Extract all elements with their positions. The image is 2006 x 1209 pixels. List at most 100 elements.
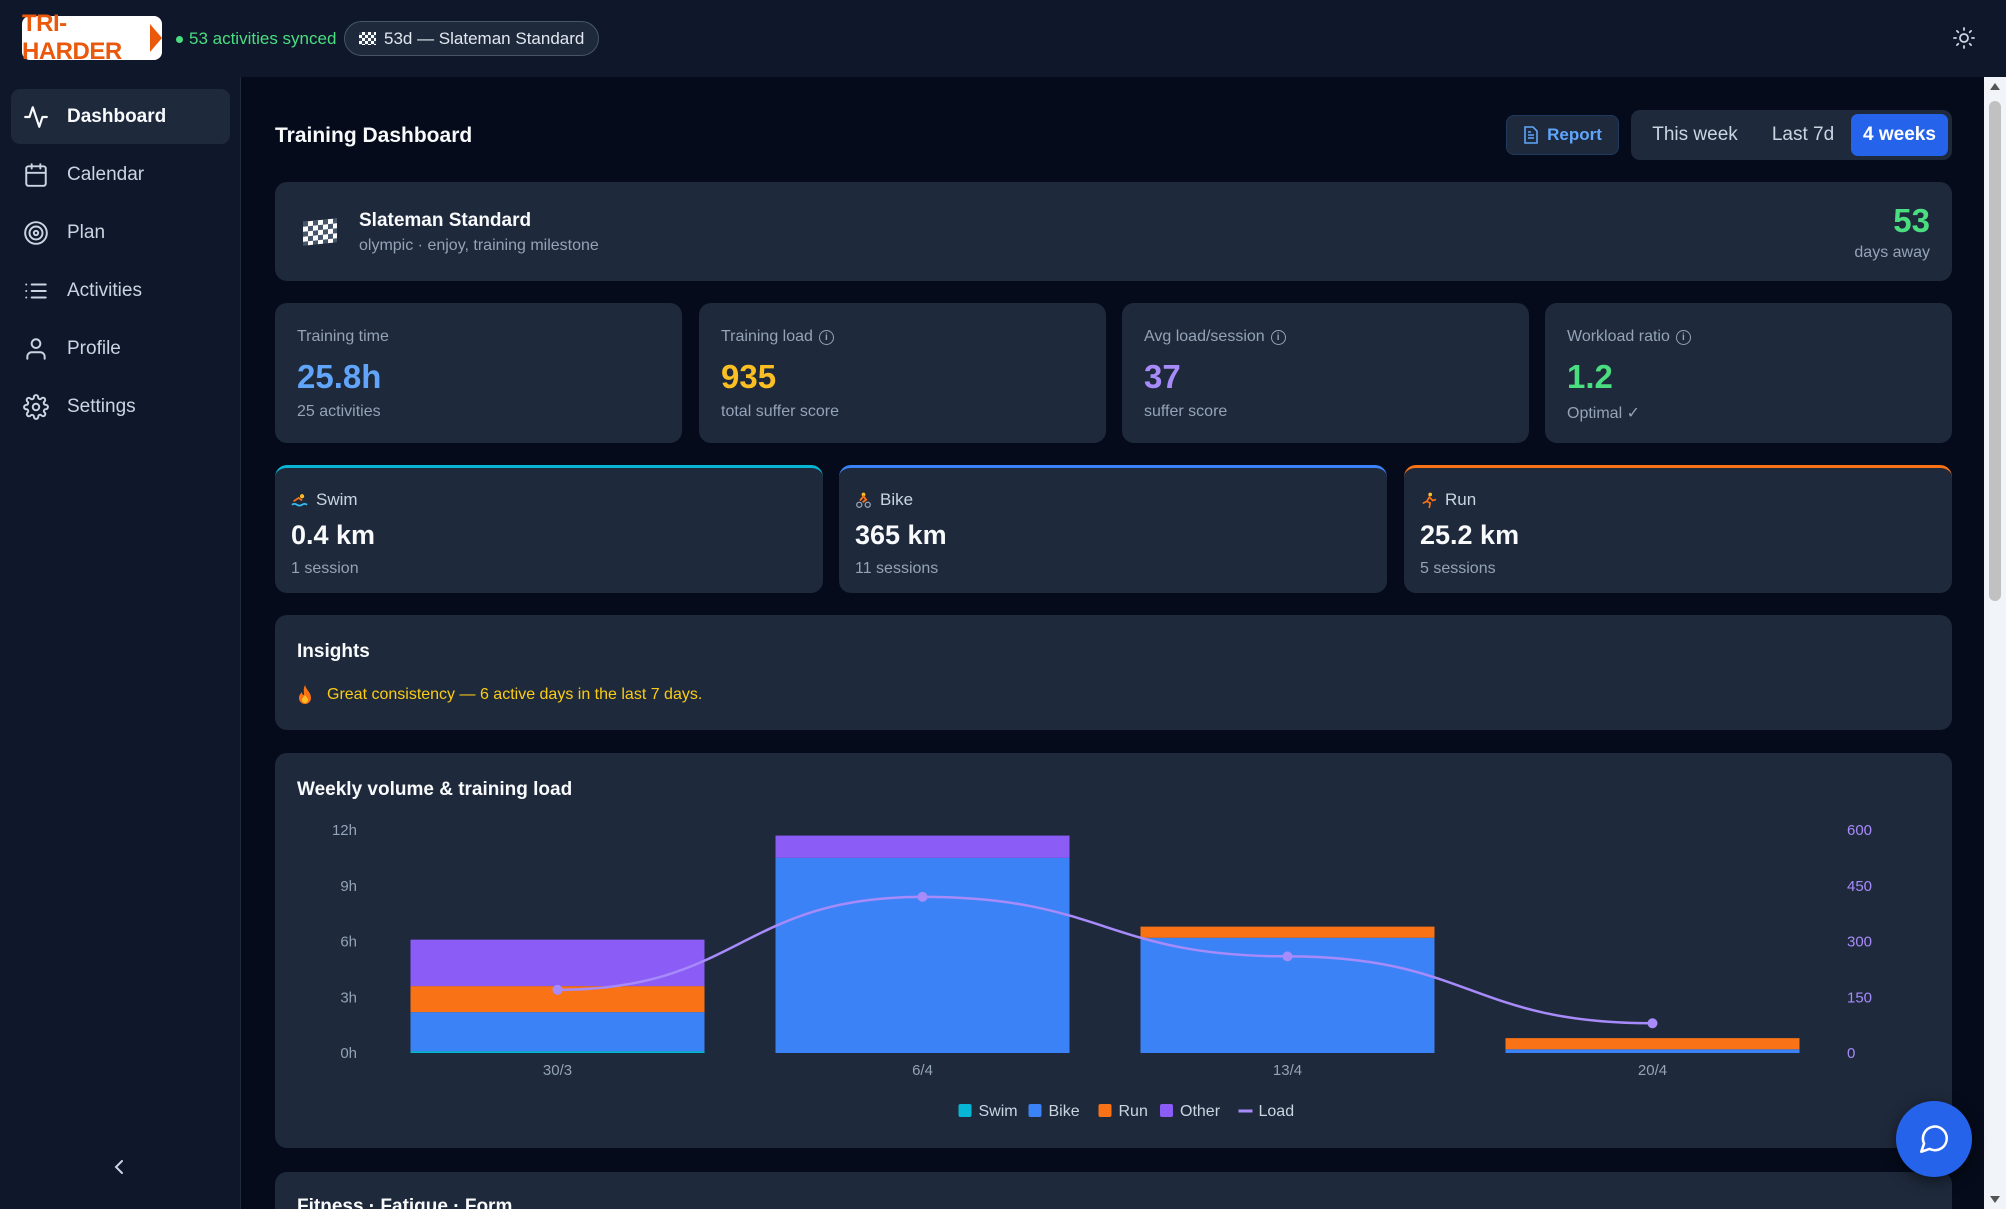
sun-icon[interactable]: [1952, 26, 1976, 50]
x-axis-tick: 30/3: [543, 1062, 572, 1079]
sidebar-item-label: Dashboard: [67, 105, 167, 127]
sidebar: Dashboard Calendar Plan Activities Profi…: [0, 77, 241, 1209]
stat-label-text: Training load: [721, 328, 813, 345]
document-icon: [1524, 126, 1538, 144]
sport-distance: 0.4 km: [291, 520, 376, 550]
fire-icon: [299, 685, 311, 704]
insights-card: Insights Great consistency — 6 active da…: [275, 615, 1952, 730]
chevron-left-icon[interactable]: [110, 1157, 130, 1177]
sport-label-text: Swim: [316, 490, 358, 509]
gear-icon: [23, 393, 49, 420]
info-icon[interactable]: i: [818, 329, 834, 345]
sport-card-run[interactable]: Run 25.2 km 5 sessions: [1404, 465, 1952, 593]
sidebar-item-settings[interactable]: Settings: [11, 379, 230, 434]
x-axis-tick: 6/4: [912, 1062, 933, 1079]
page-scrollbar[interactable]: [1984, 77, 2006, 1209]
legend-swatch: [1028, 1104, 1042, 1117]
stat-value: 1.2: [1567, 358, 1613, 395]
y-axis-right-tick: 600: [1847, 822, 1872, 839]
sidebar-item-label: Profile: [67, 337, 121, 359]
legend-label: Bike: [1049, 1103, 1080, 1120]
stat-label-text: Training time: [297, 328, 389, 345]
stat-label: Workload ratio i: [1567, 328, 1691, 346]
section-title: Fitness · Fatigue · Form: [297, 1196, 512, 1209]
scrollbar-thumb[interactable]: [1989, 101, 2001, 601]
sidebar-item-calendar[interactable]: Calendar: [11, 147, 230, 202]
bar-bike: [410, 1012, 705, 1052]
sport-label: Swim: [291, 490, 358, 510]
page-title: Training Dashboard: [275, 124, 473, 147]
sport-sessions: 11 sessions: [855, 560, 939, 577]
legend-swatch: [1098, 1104, 1112, 1117]
stat-value: 935: [721, 358, 777, 395]
stat-card-training-load: Training load i 935 total suffer score: [699, 303, 1106, 443]
stat-sub: Optimal ✓: [1567, 405, 1640, 422]
bar-other: [775, 835, 1070, 858]
days-away-label: days away: [1854, 244, 1930, 261]
race-card[interactable]: Slateman Standard olympic · enjoy, train…: [275, 182, 1952, 281]
y-axis-right-tick: 450: [1847, 878, 1872, 895]
bar-swim: [410, 1051, 705, 1053]
legend-label: Load: [1259, 1103, 1295, 1120]
stat-label: Avg load/session i: [1144, 328, 1286, 346]
x-axis-tick: 13/4: [1273, 1062, 1302, 1079]
stat-value: 25.8h: [297, 358, 382, 395]
sport-sessions: 5 sessions: [1420, 560, 1496, 577]
sidebar-item-label: Settings: [67, 395, 136, 417]
bar-run: [1140, 926, 1435, 938]
race-countdown-pill[interactable]: 53d — Slateman Standard: [344, 21, 600, 56]
sport-card-swim[interactable]: Swim 0.4 km 1 session: [275, 465, 823, 593]
line-point: [917, 891, 928, 902]
bar-run: [1505, 1038, 1800, 1050]
top-bar: TRI-HARDER 53 activities synced 53d — Sl…: [0, 0, 2006, 77]
info-icon[interactable]: i: [1675, 329, 1691, 345]
sync-dot-icon: [176, 35, 183, 43]
weekly-volume-chart-card: Weekly volume & training load 0h 3h 6h 9h 12…: [275, 753, 1952, 1148]
race-details: olympic · enjoy, training milestone: [359, 237, 599, 254]
list-icon: [25, 283, 47, 298]
insights-title: Insights: [297, 641, 370, 662]
sidebar-item-dashboard[interactable]: Dashboard: [11, 89, 230, 144]
chat-button[interactable]: [1896, 1101, 1972, 1177]
sport-label: Bike: [855, 490, 913, 510]
y-axis-right-tick: 150: [1847, 989, 1872, 1006]
scroll-up-arrow-icon[interactable]: [1990, 83, 2000, 90]
stat-value: 37: [1144, 358, 1181, 395]
line-load: [557, 895, 1653, 1025]
bar-other: [410, 939, 705, 987]
stat-card-avg-load: Avg load/session i 37 suffer score: [1122, 303, 1529, 443]
range-this-week[interactable]: This week: [1652, 124, 1738, 145]
info-icon[interactable]: i: [1270, 329, 1286, 345]
insight-item: Great consistency — 6 active days in the…: [297, 685, 702, 705]
sport-label-text: Bike: [880, 490, 914, 509]
scroll-down-arrow-icon[interactable]: [1990, 1196, 2000, 1203]
app-logo[interactable]: TRI-HARDER: [22, 10, 162, 65]
sidebar-item-plan[interactable]: Plan: [11, 205, 230, 260]
date-range-selector: This week Last 7d 4 weeks: [1631, 110, 1952, 160]
user-icon: [26, 337, 46, 360]
line-point: [1282, 951, 1293, 962]
y-axis-left-tick: 12h: [332, 822, 357, 839]
range-last-7d[interactable]: Last 7d: [1771, 124, 1835, 145]
stat-label: Training time: [297, 328, 389, 346]
y-axis-left-tick: 3h: [340, 989, 357, 1006]
sidebar-item-activities[interactable]: Activities: [11, 263, 230, 318]
insight-text: Great consistency — 6 active days in the…: [327, 686, 703, 703]
section-title-text: Fitness · Fatigue · Form: [297, 1196, 513, 1209]
swimmer-icon: [291, 493, 308, 506]
stat-sub: 25 activities: [297, 403, 381, 420]
report-button-label: Report: [1547, 125, 1602, 144]
report-button[interactable]: Report: [1506, 115, 1619, 155]
range-4-weeks[interactable]: 4 weeks: [1851, 114, 1948, 156]
sport-label-text: Run: [1445, 490, 1477, 509]
legend-label: Other: [1180, 1103, 1221, 1120]
weekly-volume-chart: 0h 3h 6h 9h 12h 0 150 300 450 600 30/3 6/4 13/4 20/4 S…: [332, 822, 1872, 1120]
sidebar-item-profile[interactable]: Profile: [11, 321, 230, 376]
checkered-flag-icon: [359, 32, 376, 45]
sport-card-bike[interactable]: Bike 365 km 11 sessions: [839, 465, 1387, 593]
sidebar-item-label: Activities: [67, 279, 142, 301]
cyclist-icon: [856, 492, 871, 508]
chat-bubble-icon: [1919, 1125, 1949, 1154]
sport-distance: 365 km: [855, 520, 947, 550]
calendar-icon: [25, 162, 47, 187]
